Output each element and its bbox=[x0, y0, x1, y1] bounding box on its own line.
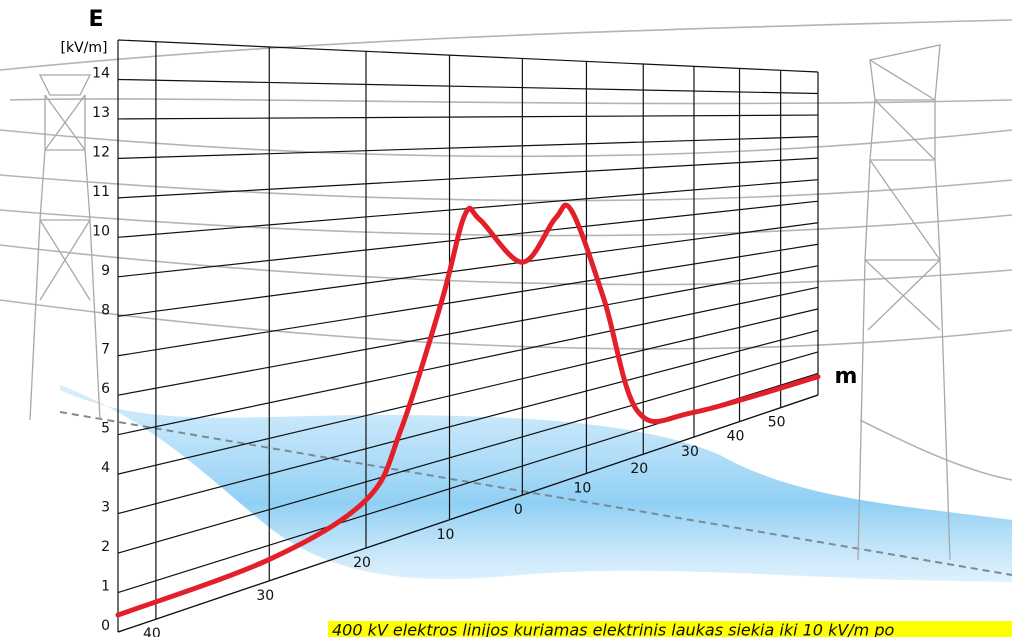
x-tick-label: 40 bbox=[727, 429, 745, 445]
x-tick-label: 40 bbox=[143, 626, 161, 637]
grid-line bbox=[118, 266, 818, 395]
y-tick-label: 6 bbox=[101, 381, 110, 397]
grid-line bbox=[118, 158, 818, 198]
x-tick-label: 10 bbox=[437, 527, 455, 543]
chart: E [kV/m] m 400 kV elektros linijos kuria… bbox=[0, 0, 1012, 637]
y-tick-label: 13 bbox=[92, 105, 110, 121]
grid-line bbox=[118, 244, 818, 355]
y-tick-label: 11 bbox=[92, 184, 110, 200]
frame-top bbox=[118, 40, 818, 72]
y-tick-label: 12 bbox=[92, 144, 110, 160]
x-tick-label: 30 bbox=[681, 444, 699, 460]
grid-line bbox=[118, 79, 818, 93]
y-tick-label: 1 bbox=[101, 579, 110, 595]
y-tick-label: 14 bbox=[92, 65, 110, 81]
x-tick-label: 0 bbox=[514, 502, 523, 518]
caption: 400 kV elektros linijos kuriamas elektri… bbox=[332, 621, 894, 637]
y-tick-label: 2 bbox=[101, 539, 110, 555]
grid-line bbox=[118, 223, 818, 317]
field-band bbox=[60, 385, 1012, 582]
y-tick-label: 7 bbox=[101, 342, 110, 358]
y-tick-label: 8 bbox=[101, 302, 110, 318]
y-axis-unit: [kV/m] bbox=[61, 40, 108, 56]
y-tick-label: 4 bbox=[101, 460, 110, 476]
grid-line bbox=[118, 287, 818, 434]
x-tick-label: 20 bbox=[353, 555, 371, 571]
x-tick-label: 20 bbox=[630, 461, 648, 477]
y-axis-label: E bbox=[88, 7, 103, 32]
y-tick-label: 10 bbox=[92, 223, 110, 239]
y-tick-label: 5 bbox=[101, 421, 110, 437]
grid-line bbox=[118, 115, 818, 119]
y-tick-label: 0 bbox=[101, 618, 110, 634]
x-tick-label: 10 bbox=[574, 480, 592, 496]
x-tick-label: 50 bbox=[768, 415, 786, 431]
background-illustration bbox=[0, 20, 1012, 582]
y-tick-label: 9 bbox=[101, 263, 110, 279]
y-tick-label: 3 bbox=[101, 500, 110, 516]
x-axis-label: m bbox=[835, 364, 858, 389]
x-tick-label: 30 bbox=[256, 588, 274, 604]
